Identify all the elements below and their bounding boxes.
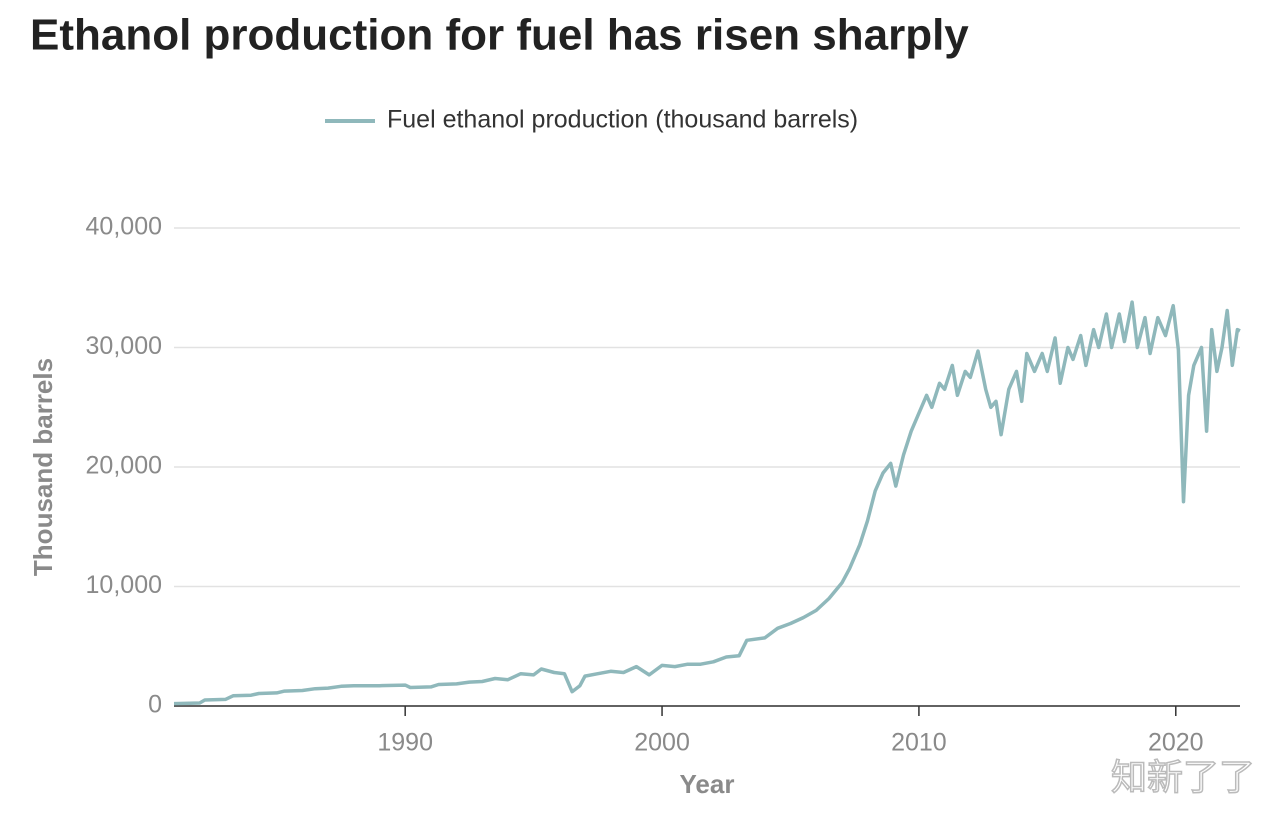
x-tick-label: 2010 — [891, 729, 947, 757]
x-axis-title: Year — [680, 769, 735, 799]
y-tick-label: 10,000 — [86, 571, 162, 599]
y-tick-label: 40,000 — [86, 213, 162, 241]
y-tick-label: 30,000 — [86, 332, 162, 360]
x-tick-label: 2020 — [1148, 729, 1204, 757]
data-line — [173, 300, 1241, 706]
legend-label: Fuel ethanol production (thousand barrel… — [387, 106, 858, 134]
chart-title: Ethanol production for fuel has risen sh… — [30, 11, 969, 60]
y-tick-label: 0 — [148, 691, 162, 719]
y-tick-label: 20,000 — [86, 452, 162, 480]
y-axis-title: Thousand barrels — [28, 358, 58, 576]
x-tick-label: 1990 — [377, 729, 433, 757]
x-tick-label: 2000 — [634, 729, 690, 757]
watermark: 知新了了 — [1111, 757, 1255, 798]
